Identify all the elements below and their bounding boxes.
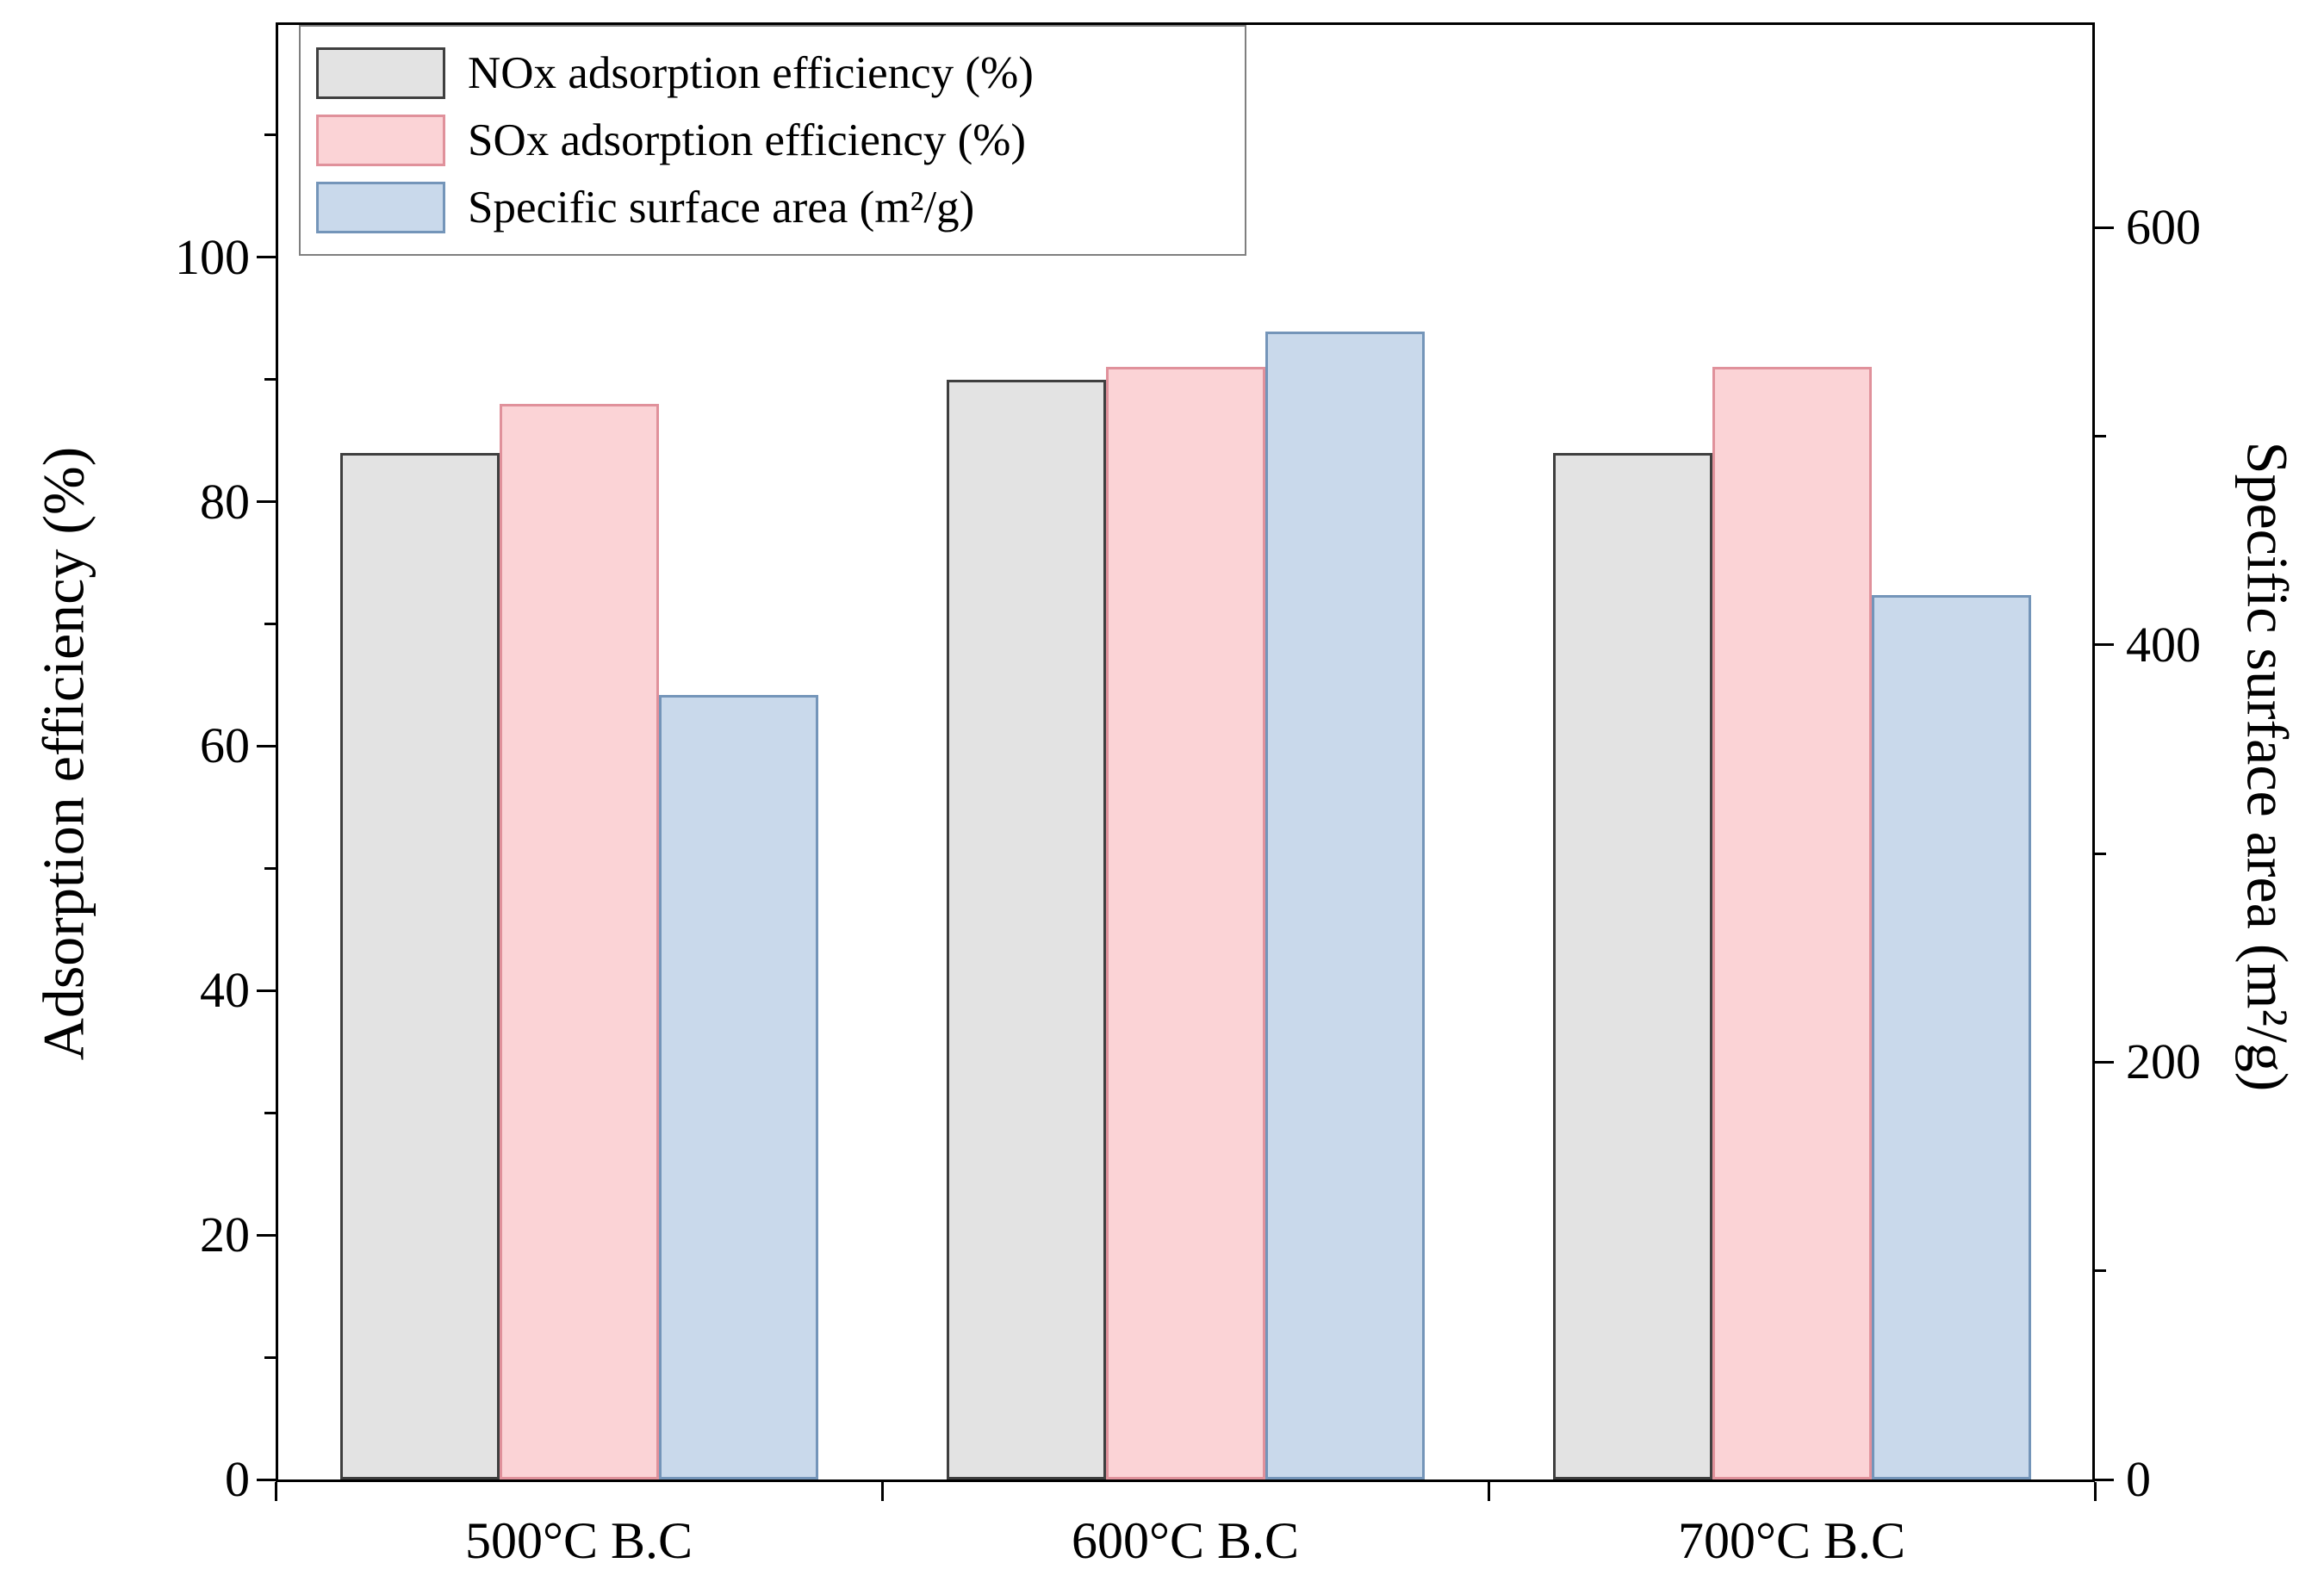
left-axis-tick bbox=[257, 1478, 276, 1481]
right-axis-tick bbox=[2095, 643, 2114, 647]
x-axis-tick bbox=[1487, 1482, 1490, 1501]
left-axis-minor-tick bbox=[264, 133, 276, 137]
right-axis-tick bbox=[2095, 226, 2114, 229]
left-axis-minor-tick bbox=[264, 378, 276, 381]
left-axis-tick bbox=[257, 744, 276, 747]
left-axis-title: Adsorption efficiency (%) bbox=[30, 446, 96, 1061]
x-axis-category-label: 500°C B.C bbox=[464, 1512, 693, 1569]
left-axis-tick bbox=[257, 256, 276, 259]
bar-0-0 bbox=[339, 452, 500, 1479]
right-axis-tick bbox=[2095, 1478, 2114, 1481]
right-axis-tick-label: 400 bbox=[2126, 616, 2201, 673]
left-axis-tick-label: 20 bbox=[200, 1207, 250, 1263]
bar-0-2 bbox=[1552, 452, 1712, 1479]
left-axis-minor-tick bbox=[264, 1355, 276, 1359]
left-axis-tick bbox=[257, 1233, 276, 1237]
bar-1-0 bbox=[499, 403, 659, 1479]
x-axis-category-label: 600°C B.C bbox=[1071, 1512, 1300, 1569]
left-axis-tick bbox=[257, 989, 276, 992]
legend-label: NOx adsorption efficiency (%) bbox=[468, 48, 1034, 98]
legend: NOx adsorption efficiency (%) SOx adsorpt… bbox=[299, 25, 1246, 256]
legend-item: SOx adsorption efficiency (%) bbox=[316, 115, 1229, 166]
x-axis-tick bbox=[880, 1482, 884, 1501]
bar-2-0 bbox=[658, 694, 818, 1479]
bar-1-2 bbox=[1712, 367, 1872, 1479]
right-axis-tick bbox=[2095, 1060, 2114, 1064]
legend-label: Specific surface area (m²/g) bbox=[468, 183, 975, 233]
legend-swatch-1 bbox=[316, 115, 445, 166]
left-axis-minor-tick bbox=[264, 866, 276, 870]
bar-2-1 bbox=[1265, 332, 1425, 1479]
legend-swatch-2 bbox=[316, 182, 445, 233]
right-axis-minor-tick bbox=[2095, 1269, 2106, 1273]
right-axis-title: Specific surface area (m²/g) bbox=[2234, 441, 2301, 1092]
right-axis-minor-tick bbox=[2095, 434, 2106, 437]
x-axis-tick bbox=[274, 1482, 277, 1501]
left-axis-tick-label: 60 bbox=[200, 717, 250, 774]
right-axis-minor-tick bbox=[2095, 852, 2106, 855]
legend-item: Specific surface area (m²/g) bbox=[316, 182, 1229, 233]
bar-0-1 bbox=[946, 379, 1106, 1479]
bar-2-2 bbox=[1871, 594, 2031, 1479]
left-axis-minor-tick bbox=[264, 1111, 276, 1114]
right-axis-tick-label: 0 bbox=[2126, 1451, 2151, 1507]
right-axis-tick-label: 600 bbox=[2126, 199, 2201, 256]
right-axis-tick-label: 200 bbox=[2126, 1033, 2201, 1090]
left-axis-minor-tick bbox=[264, 622, 276, 625]
x-axis-tick bbox=[2093, 1482, 2097, 1501]
left-axis-tick-label: 0 bbox=[225, 1451, 250, 1507]
x-axis-category-label: 700°C B.C bbox=[1677, 1512, 1906, 1569]
legend-swatch-0 bbox=[316, 47, 445, 99]
left-axis-tick-label: 80 bbox=[200, 473, 250, 530]
legend-label: SOx adsorption efficiency (%) bbox=[468, 115, 1027, 165]
left-axis-tick-label: 100 bbox=[175, 228, 250, 285]
left-axis-tick-label: 40 bbox=[200, 962, 250, 1019]
bar-1-1 bbox=[1105, 367, 1265, 1479]
left-axis-tick bbox=[257, 500, 276, 504]
legend-item: NOx adsorption efficiency (%) bbox=[316, 47, 1229, 99]
